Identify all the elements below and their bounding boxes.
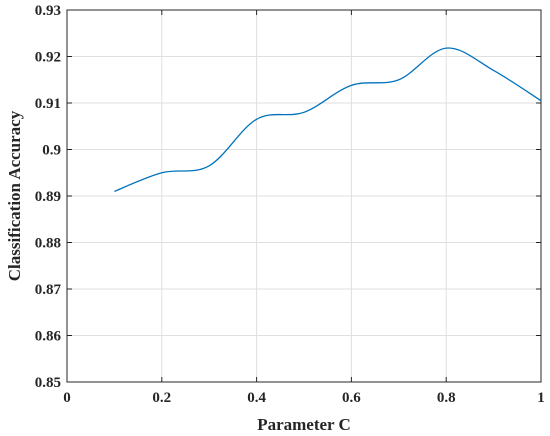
y-tick-label: 0.9 (42, 143, 61, 159)
y-tick-label: 0.86 (35, 329, 62, 345)
tick-labels: 0 0.2 0.4 0.6 0.8 1 0.85 0.86 0.87 0.88 0.89 0.9 0.9… (35, 3, 545, 406)
series-line (114, 47, 542, 192)
x-tick-label: 0.8 (437, 390, 456, 406)
series-layer (114, 47, 542, 192)
x-axis-label: Parameter C (257, 415, 351, 434)
y-tick-label: 0.89 (35, 189, 61, 205)
y-axis-label: Classification Accuracy (5, 110, 24, 281)
y-tick-label: 0.91 (35, 96, 61, 112)
x-tick-label: 1 (537, 390, 545, 406)
axes (66, 9, 542, 383)
y-tick-label: 0.93 (35, 3, 61, 19)
x-tick-label: 0.4 (247, 390, 266, 406)
y-tick-label: 0.85 (35, 375, 61, 391)
x-tick-label: 0.2 (152, 390, 171, 406)
y-tick-label: 0.92 (35, 50, 61, 66)
x-tick-label: 0 (63, 390, 71, 406)
y-tick-label: 0.87 (35, 282, 62, 298)
y-tick-label: 0.88 (35, 236, 61, 252)
plot-frame (66, 9, 542, 383)
x-tick-label: 0.6 (342, 390, 361, 406)
